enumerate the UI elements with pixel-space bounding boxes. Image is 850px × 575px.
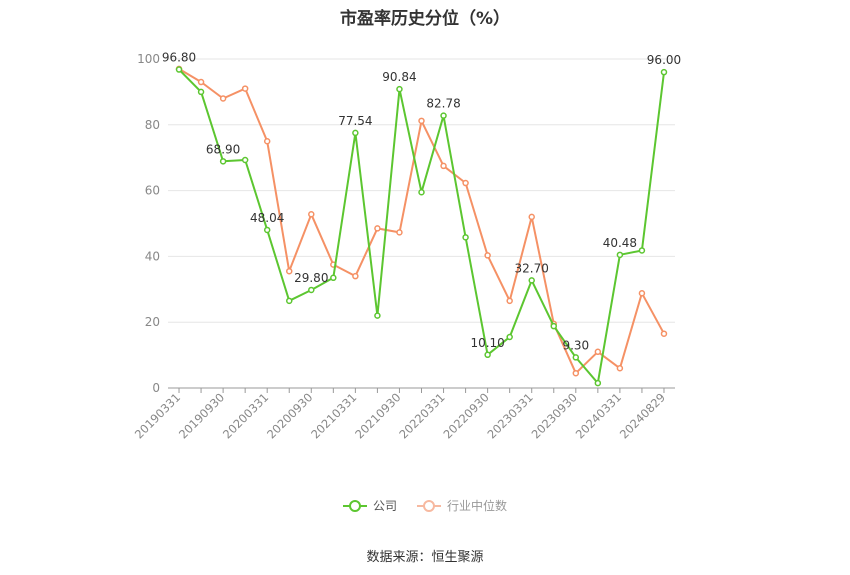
data-point-industry	[352, 272, 359, 280]
x-tick-label: 20220331	[396, 390, 447, 441]
legend-label-industry: 行业中位数	[447, 499, 508, 513]
data-point-industry	[638, 289, 646, 297]
data-point-company	[616, 251, 624, 259]
data-point-company	[285, 297, 293, 305]
data-point-company	[572, 354, 580, 361]
x-tick-label: 20200331	[220, 390, 271, 441]
data-point-industry	[616, 365, 624, 372]
x-tick-label: 20240829	[617, 390, 668, 441]
data-label: 96.80	[162, 51, 196, 65]
data-point-company	[594, 379, 602, 387]
y-tick-label: 40	[145, 249, 160, 263]
data-label: 96.00	[647, 53, 681, 67]
data-point-company	[197, 88, 205, 96]
x-tick-label: 20190930	[176, 390, 227, 441]
x-tick-label: 20200930	[264, 390, 315, 441]
data-label: 90.84	[382, 70, 416, 84]
data-point-industry	[374, 225, 381, 232]
x-tick-label: 20190331	[132, 390, 183, 441]
data-point-industry	[308, 211, 315, 218]
data-point-company	[418, 188, 425, 196]
data-point-industry	[241, 85, 249, 92]
x-tick-label: 20230930	[529, 390, 580, 441]
data-point-industry	[219, 95, 227, 102]
data-label: 77.54	[338, 114, 372, 128]
data-point-company	[396, 85, 403, 93]
data-point-company	[440, 112, 447, 119]
data-point-industry	[197, 78, 205, 86]
data-label: 10.10	[470, 336, 504, 350]
line-chart: 0 20 40 60 80 100 2019033120190930202003312020…	[132, 51, 681, 442]
data-point-industry	[594, 348, 602, 356]
legend-item-industry[interactable]: 行业中位数	[417, 497, 507, 514]
data-point-company	[462, 234, 469, 241]
data-point-industry	[660, 330, 668, 337]
y-tick-label: 100	[137, 52, 160, 66]
x-tick-label: 20210331	[308, 390, 359, 441]
data-point-company	[263, 226, 271, 234]
legend: 公司 行业中位数	[0, 497, 850, 514]
data-point-company	[506, 333, 513, 341]
data-point-company	[219, 158, 227, 165]
data-point-industry	[440, 162, 447, 170]
data-point-industry	[528, 213, 535, 221]
data-point-industry	[285, 267, 293, 275]
data-label: 40.48	[603, 236, 637, 250]
data-label: 68.90	[206, 142, 240, 156]
data-point-company	[550, 322, 558, 330]
data-point-company	[330, 274, 337, 282]
data-point-company	[352, 129, 359, 137]
data-point-company	[241, 156, 249, 164]
data-point-industry	[418, 117, 425, 125]
data-label: 48.04	[250, 211, 284, 225]
x-tick-label: 20230331	[485, 390, 536, 441]
y-tick-label: 0	[152, 381, 160, 395]
data-point-company	[528, 277, 535, 284]
data-point-company	[638, 247, 646, 254]
data-label: 29.80	[294, 271, 328, 285]
data-point-company	[175, 66, 183, 73]
data-point-industry	[484, 252, 491, 259]
legend-item-company[interactable]: 公司	[342, 497, 397, 514]
data-point-company	[308, 286, 315, 294]
data-point-company	[374, 312, 381, 319]
data-point-industry	[506, 297, 513, 305]
data-point-industry	[263, 138, 271, 145]
chart-title: 市盈率历史分位（%）	[339, 9, 511, 29]
y-tick-label: 60	[145, 184, 160, 198]
data-point-industry	[396, 229, 403, 236]
data-label: 9.30	[562, 338, 589, 352]
y-tick-label: 20	[145, 315, 160, 329]
data-point-company	[660, 68, 668, 76]
data-label: 32.70	[515, 261, 549, 275]
legend-swatch-company	[342, 499, 367, 513]
x-tick-label: 20220930	[440, 390, 491, 441]
x-tick-label: 20240331	[573, 390, 624, 441]
x-tick-label: 20210930	[352, 390, 403, 441]
data-point-company	[484, 351, 491, 359]
data-label: 82.78	[426, 97, 460, 111]
legend-label-company: 公司	[372, 499, 397, 513]
y-tick-label: 80	[145, 118, 160, 132]
legend-swatch-industry	[417, 499, 441, 513]
data-source: 数据来源：恒生聚源	[366, 550, 484, 565]
data-point-industry	[462, 179, 469, 187]
series-line-company	[178, 68, 665, 385]
data-point-industry	[572, 369, 580, 377]
